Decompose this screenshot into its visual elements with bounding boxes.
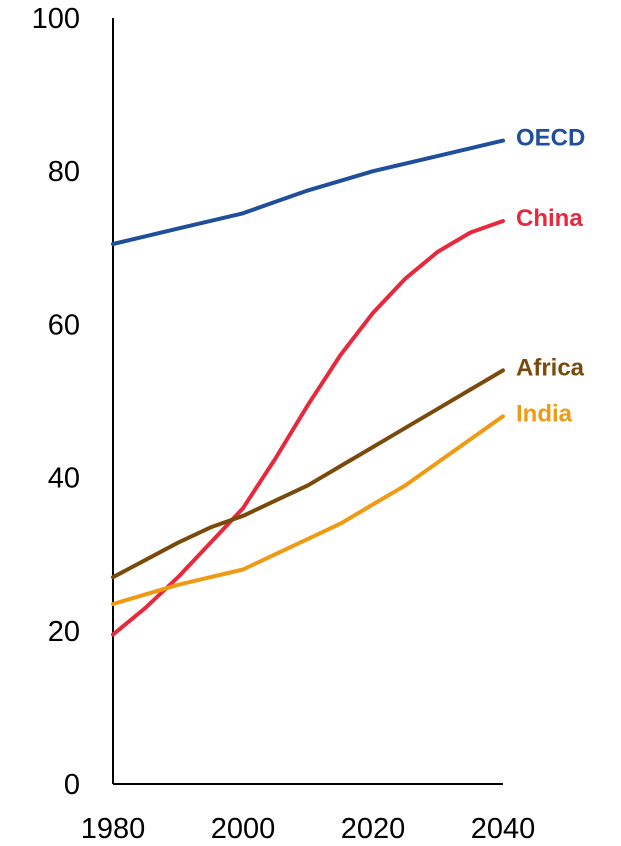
series-line-india	[111, 414, 505, 606]
y-tick-label: 20	[48, 616, 80, 648]
series-label-africa: Africa	[516, 354, 585, 381]
series-label-oecd: OECD	[516, 125, 585, 152]
axes	[112, 18, 503, 785]
series-labels: OECD China Africa India	[516, 125, 585, 428]
y-tick-label: 40	[48, 463, 80, 495]
series-line-oecd	[111, 138, 505, 246]
y-tick-label: 0	[64, 769, 80, 801]
x-axis-ticks: 1980 2000 2020 2040	[81, 813, 536, 845]
series-line-china	[111, 219, 505, 637]
y-axis-ticks: 0 20 40 60 80 100	[32, 3, 80, 801]
series-lines	[111, 138, 505, 637]
x-tick-label: 2040	[471, 813, 536, 845]
y-tick-label: 100	[32, 3, 80, 35]
y-tick-label: 60	[48, 309, 80, 341]
x-tick-label: 2020	[341, 813, 406, 845]
series-label-india: India	[516, 400, 573, 427]
x-tick-label: 2000	[211, 813, 276, 845]
series-line-africa	[111, 368, 505, 580]
y-tick-label: 80	[48, 156, 80, 188]
series-label-china: China	[516, 205, 583, 232]
x-tick-label: 1980	[81, 813, 146, 845]
